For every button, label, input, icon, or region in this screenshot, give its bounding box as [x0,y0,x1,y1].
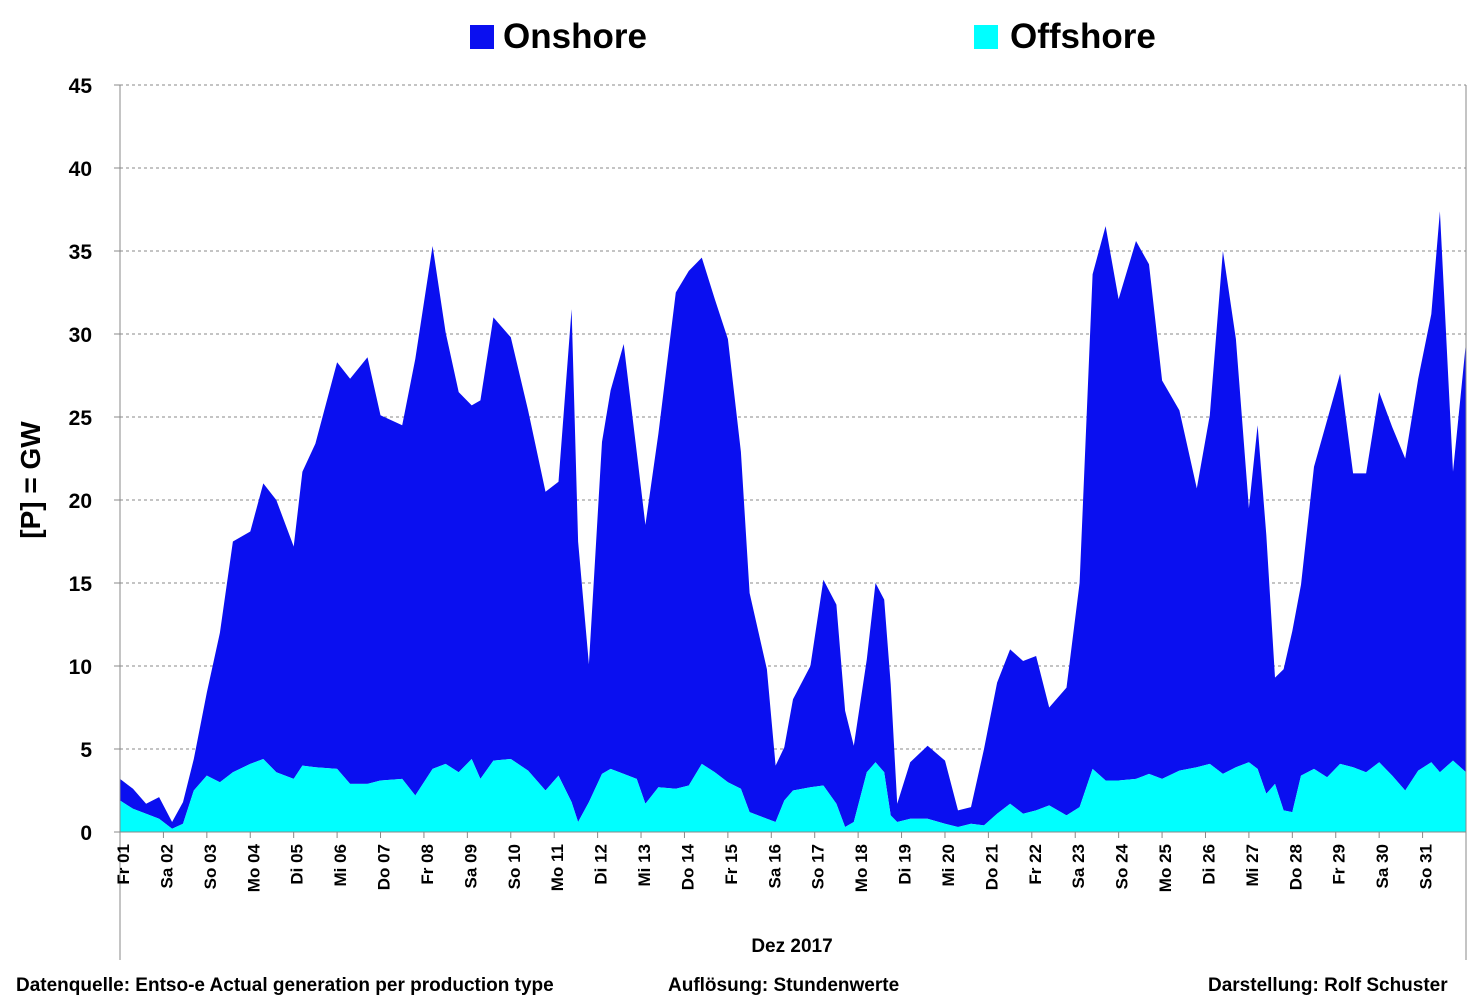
y-tick-label: 45 [69,75,93,98]
x-tick-label: Fr 22 [1026,844,1045,885]
x-tick-label: Fr 15 [722,844,741,885]
legend-swatch-offshore [974,25,998,49]
legend-label-onshore: Onshore [503,17,647,56]
axes [114,84,1467,960]
x-tick-label: Di 19 [896,844,915,885]
plot-areas [120,211,1466,832]
footer-resolution: Auflösung: Stundenwerte [668,975,899,996]
x-tick-label: Fr 08 [418,844,437,885]
x-tick-label: Mo 25 [1156,844,1175,892]
x-tick-label: Do 28 [1286,844,1305,890]
x-tick-label: So 31 [1417,844,1436,889]
x-tick-label: Di 05 [288,844,307,885]
x-tick-label: Mo 04 [244,843,263,892]
x-tick-label: So 10 [505,844,524,889]
legend: Onshore Offshore [470,17,1156,56]
y-tick-labels: 0 5 10 15 20 25 30 35 40 45 [69,75,93,845]
y-tick-label: 40 [69,158,92,181]
x-tick-label: Sa 02 [157,844,176,888]
x-tick-label: Mi 20 [939,844,958,887]
y-axis-title: [P] = GW [15,421,46,539]
x-axis-title: Dez 2017 [751,936,832,957]
y-tick-label: 5 [80,739,92,762]
x-tick-label: Sa 23 [1069,844,1088,888]
y-tick-label: 0 [80,822,92,845]
x-tick-label: Mo 18 [852,844,871,892]
y-tick-label: 10 [69,656,92,679]
footer-author: Darstellung: Rolf Schuster [1208,975,1448,996]
x-tick-label: Fr 29 [1330,844,1349,885]
x-tick-label: So 03 [201,844,220,889]
x-tick-label: Mo 11 [548,844,567,891]
x-tick-label: So 17 [809,844,828,889]
x-tick-label: Do 07 [375,844,394,890]
x-tick-label: Mi 27 [1243,844,1262,887]
x-tick-label: Sa 09 [461,844,480,888]
x-tick-label: Sa 30 [1373,844,1392,888]
y-tick-label: 20 [69,490,92,513]
x-tick-label: Mi 13 [635,844,654,887]
x-tick-labels: Fr 01 Sa 02 So 03 Mo 04 Di 05 Mi 06 Do 07 Fr 08… [114,843,1436,892]
x-tick-label: Di 26 [1200,844,1219,885]
x-tick-label: Mi 06 [331,844,350,887]
x-tick-label: So 24 [1113,843,1132,889]
y-tick-label: 35 [69,241,93,264]
series-area-offshore [120,759,1466,832]
x-tick-label: Do 21 [982,844,1001,890]
footer-source: Datenquelle: Entso-e Actual generation p… [16,975,554,996]
series-area-onshore [120,211,1466,829]
x-tick-label: Sa 16 [765,844,784,888]
x-tick-label: Do 14 [679,843,698,890]
legend-swatch-onshore [470,25,494,49]
y-tick-label: 30 [69,324,92,347]
x-tick-label: Di 12 [592,844,611,885]
y-tick-label: 25 [69,407,93,430]
y-tick-label: 15 [69,573,93,596]
x-tick-label: Fr 01 [114,844,133,885]
legend-label-offshore: Offshore [1010,17,1156,56]
